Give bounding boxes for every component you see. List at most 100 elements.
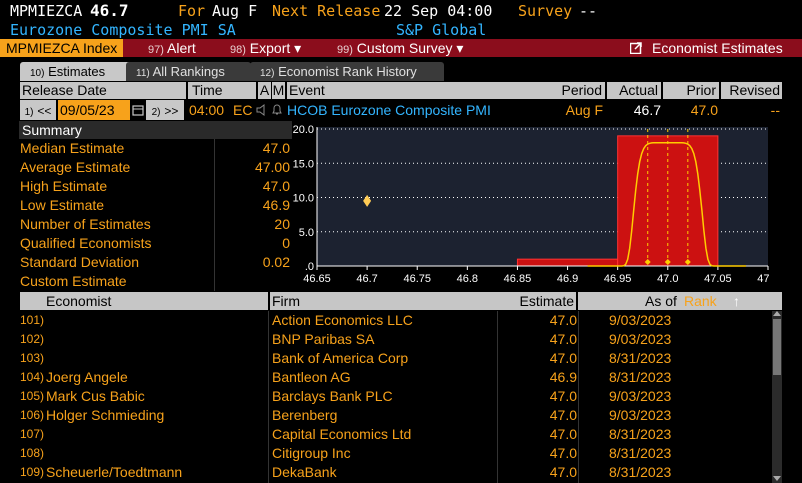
row-number: 105) [20, 389, 45, 403]
scroll-down-icon[interactable] [773, 476, 781, 481]
custom-survey-button[interactable]: 99) Custom Survey ▾ [337, 39, 463, 59]
sort-arrow-icon[interactable]: ↑ [733, 293, 740, 309]
th-economist-label: Economist [46, 293, 112, 309]
col-actual[interactable]: Actual [607, 82, 661, 99]
as-of-date: 8/31/2023 [609, 426, 672, 442]
table-row[interactable]: 102) BNP Paribas SA 47.0 9/03/2023 [20, 330, 782, 349]
table-row[interactable]: 101) Action Economics LLC 47.0 9/03/2023 [20, 311, 782, 330]
next-release-label: Next Release [272, 2, 381, 20]
x-tick-label: 46.85 [504, 273, 532, 285]
firm-name[interactable]: Capital Economics Ltd [272, 426, 412, 442]
survey-label: Survey [518, 2, 573, 20]
source-name: S&P Global [396, 21, 487, 39]
th-estimate-label: Estimate [519, 293, 574, 309]
export-num: 98) [230, 44, 246, 56]
estimate-value: 47.0 [549, 407, 577, 423]
summary-divider [214, 139, 215, 291]
estimate-value: 47.0 [549, 350, 577, 366]
economist-name[interactable]: Mark Cus Babic [46, 388, 145, 404]
row-number: 108) [20, 446, 45, 460]
th-estimate[interactable]: Estimate [497, 292, 576, 310]
speaker-icon[interactable] [256, 100, 268, 120]
release-date-field[interactable]: 09/05/23 [58, 100, 130, 120]
th-as-of[interactable]: As of Rank ↑ [578, 292, 782, 310]
scrollbar-thumb[interactable] [773, 319, 781, 375]
table-scrollbar[interactable] [772, 311, 782, 483]
table-row[interactable]: 109) Scheuerle/Toedtmann DekaBank 47.0 8/31/… [20, 463, 782, 482]
distribution-curve [587, 141, 746, 267]
firm-name[interactable]: BNP Paribas SA [272, 331, 375, 347]
tab-label: Estimates [48, 64, 106, 79]
bell-icon[interactable] [271, 100, 283, 120]
alert-num: 97) [148, 44, 164, 56]
economist-estimates-button[interactable]: Economist Estimates [629, 39, 783, 57]
table-row[interactable]: 108) Citigroup Inc 47.0 8/31/2023 [20, 444, 782, 463]
index-ticker-box[interactable]: MPMIEZCA Index [0, 39, 124, 57]
tab-all-rankings[interactable]: 11) All Rankings [126, 62, 251, 81]
col-release-date[interactable]: Release Date [20, 82, 186, 99]
col-event-label: Event [289, 82, 325, 98]
alert-button[interactable]: 97) Alert [148, 39, 196, 59]
firm-name[interactable]: Bantleon AG [272, 369, 351, 385]
economist-name[interactable]: Holger Schmieding [46, 407, 165, 423]
col-time[interactable]: Time [188, 82, 256, 99]
estimate-value: 47.0 [549, 331, 577, 347]
release-actual: 46.7 [633, 102, 661, 118]
col-m[interactable]: M [272, 82, 285, 99]
x-tick-label: 47.1 [757, 273, 770, 285]
summary-value: 0 [282, 235, 290, 251]
firm-name[interactable]: Barclays Bank PLC [272, 388, 393, 404]
col-a[interactable]: A [258, 82, 271, 99]
summary-header: Summary [19, 121, 292, 139]
col-period[interactable]: Period [548, 82, 605, 99]
calendar-icon[interactable] [132, 100, 144, 120]
y-tick-label: .0 [305, 261, 314, 273]
release-event[interactable]: HCOB Eurozone Composite PMI [287, 102, 491, 118]
firm-name[interactable]: Bank of America Corp [272, 350, 409, 366]
col-release-date-label: Release Date [22, 82, 107, 98]
col-prior-label: Prior [686, 82, 716, 98]
column-divider [268, 311, 269, 483]
next-release-button[interactable]: 2) >> [146, 100, 184, 120]
prev-num: 1) [24, 107, 34, 118]
release-period: Aug F [565, 102, 603, 118]
x-tick-label: 46.95 [604, 273, 632, 285]
summary-row: High Estimate 47.0 [20, 177, 290, 196]
scroll-up-icon[interactable] [773, 311, 781, 316]
col-period-label: Period [561, 82, 602, 98]
col-prior[interactable]: Prior [663, 82, 719, 99]
table-row[interactable]: 104) Joerg Angele Bantleon AG 46.9 8/31/2023 [20, 368, 782, 387]
economist-name[interactable]: Scheuerle/Toedtmann [46, 464, 183, 480]
table-row[interactable]: 105) Mark Cus Babic Barclays Bank PLC 47.0 9… [20, 387, 782, 406]
col-event[interactable]: Event [287, 82, 605, 99]
table-row[interactable]: 107) Capital Economics Ltd 47.0 8/31/2023 [20, 425, 782, 444]
actual-marker-icon [363, 194, 372, 207]
summary-label: Qualified Economists [20, 235, 152, 251]
firm-name[interactable]: DekaBank [272, 464, 337, 480]
economist-name[interactable]: Joerg Angele [46, 369, 128, 385]
col-revised[interactable]: Revised [721, 82, 782, 99]
tab-economist-rank-history[interactable]: 12) Economist Rank History [250, 62, 444, 81]
table-row[interactable]: 103) Bank of America Corp 47.0 8/31/2023 [20, 349, 782, 368]
summary-row: Custom Estimate [20, 272, 290, 291]
firm-name[interactable]: Action Economics LLC [272, 312, 413, 328]
estimate-value: 47.0 [549, 388, 577, 404]
firm-name[interactable]: Citigroup Inc [272, 445, 351, 461]
th-rank[interactable]: Rank [684, 293, 717, 309]
estimate-value: 47.0 [549, 312, 577, 328]
x-tick-label: 46.8 [457, 273, 478, 285]
col-time-label: Time [192, 82, 223, 98]
tab-estimates[interactable]: 10) Estimates [20, 62, 132, 81]
prev-release-button[interactable]: 1) << [20, 100, 56, 120]
table-row[interactable]: 106) Holger Schmieding Berenberg 47.0 9/03/2… [20, 406, 782, 425]
estimate-value: 47.0 [549, 426, 577, 442]
export-button[interactable]: 98) Export ▾ [230, 39, 301, 59]
th-economist[interactable]: Economist [20, 292, 268, 310]
summary-row: Number of Estimates 20 [20, 215, 290, 234]
export-label: Export ▾ [249, 40, 302, 56]
summary-label: Low Estimate [20, 197, 105, 213]
summary-value: 47.00 [254, 159, 290, 175]
release-time: 04:00 [189, 102, 225, 118]
firm-name[interactable]: Berenberg [272, 407, 338, 423]
estimate-marker [644, 259, 651, 265]
